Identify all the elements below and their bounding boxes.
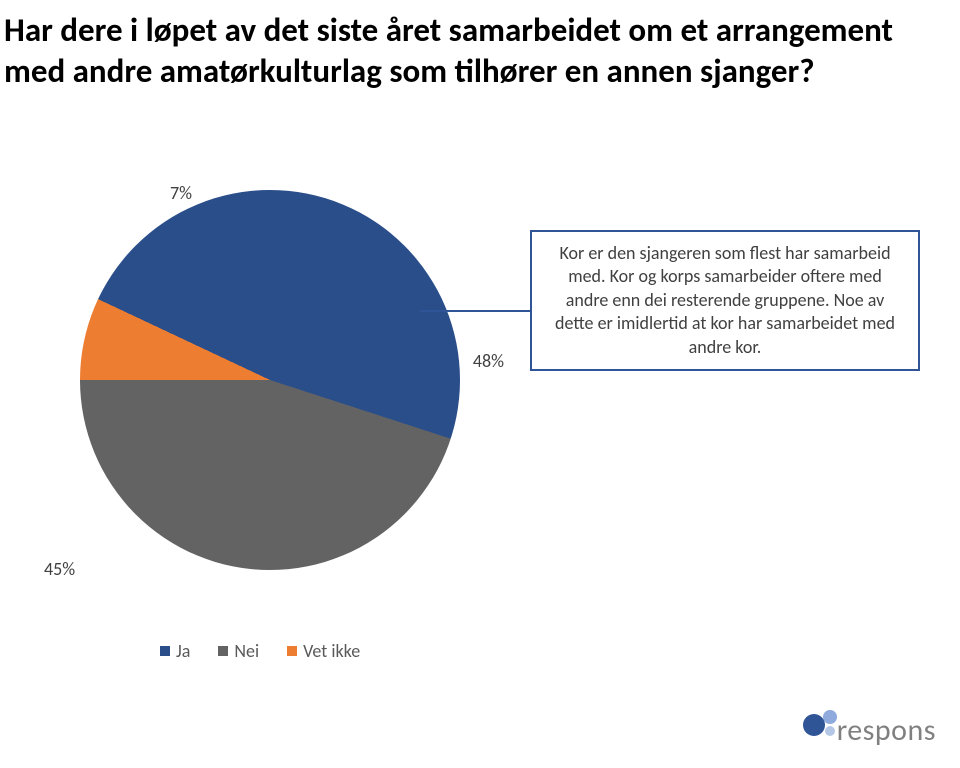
- slice-label-nei: 45%: [44, 558, 75, 580]
- callout-box: Kor er den sjangeren som flest har samar…: [530, 230, 920, 371]
- legend-label: Ja: [176, 640, 190, 662]
- callout-connector: [420, 310, 530, 312]
- logo-text: respons: [837, 712, 936, 749]
- legend-item-ja: Ja: [160, 640, 190, 662]
- legend: Ja Nei Vet ikke: [160, 640, 360, 662]
- swatch-nei: [218, 646, 228, 656]
- slide: Har dere i løpet av det siste året samar…: [0, 0, 960, 768]
- legend-label: Nei: [234, 640, 259, 662]
- legend-item-vet-ikke: Vet ikke: [287, 640, 360, 662]
- pie-graphic: [80, 190, 460, 570]
- logo: respons: [801, 710, 936, 750]
- slice-label-ja: 48%: [473, 350, 504, 372]
- pie-chart: 7% 48% 45%: [80, 190, 460, 570]
- page-title: Har dere i løpet av det siste året samar…: [0, 10, 960, 93]
- legend-label: Vet ikke: [303, 640, 360, 662]
- legend-item-nei: Nei: [218, 640, 259, 662]
- swatch-ja: [160, 646, 170, 656]
- logo-mark-icon: [801, 710, 841, 750]
- swatch-vet-ikke: [287, 646, 297, 656]
- slice-label-vet-ikke: 7%: [170, 182, 192, 204]
